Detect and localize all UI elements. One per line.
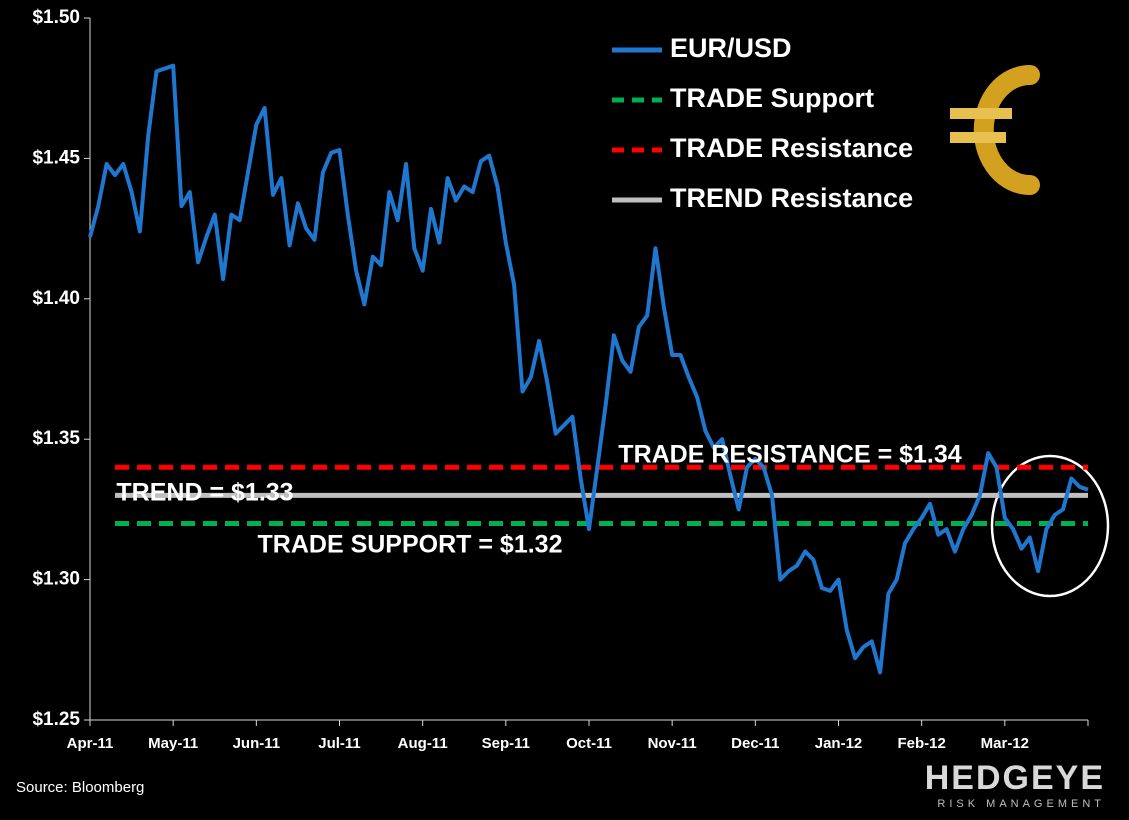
annotation: TRADE RESISTANCE = $1.34 — [618, 441, 961, 469]
y-tick-label: $1.35 — [32, 428, 80, 449]
euro-bar — [950, 108, 1012, 119]
x-tick-label: Jul-11 — [318, 735, 361, 752]
euro-icon — [950, 65, 1040, 195]
x-tick-label: Sep-11 — [482, 735, 530, 752]
x-tick-label: Feb-12 — [897, 735, 945, 752]
highlight-ellipse — [990, 454, 1110, 598]
euro-arc — [973, 65, 1040, 195]
euro-bar — [950, 132, 1006, 143]
y-tick-label: $1.30 — [32, 569, 80, 590]
x-tick-label: Nov-11 — [648, 735, 697, 752]
x-tick-label: Oct-11 — [566, 735, 612, 752]
x-tick-label: Jun-11 — [233, 735, 281, 752]
legend-label: TRADE Support — [670, 83, 874, 113]
source: Source: Bloomberg — [16, 779, 144, 796]
legend-label: TRADE Resistance — [670, 133, 913, 163]
y-tick-label: $1.50 — [32, 7, 80, 28]
annotation: TREND = $1.33 — [116, 479, 293, 507]
logo: HEDGEYE — [925, 759, 1105, 797]
x-tick-label: May-11 — [148, 735, 198, 752]
series-line — [88, 63, 1089, 675]
x-tick-label: Jan-12 — [815, 735, 863, 752]
legend-label: EUR/USD — [670, 33, 792, 63]
annotation: TRADE SUPPORT = $1.32 — [258, 531, 563, 559]
y-tick-label: $1.40 — [32, 288, 80, 309]
logo-tagline: RISK MANAGEMENT — [937, 798, 1105, 810]
legend-label: TREND Resistance — [670, 183, 913, 213]
x-tick-label: Apr-11 — [67, 735, 114, 752]
x-tick-label: Mar-12 — [981, 735, 1029, 752]
x-tick-label: Aug-11 — [398, 735, 448, 752]
y-tick-label: $1.45 — [32, 147, 80, 168]
x-tick-label: Dec-11 — [731, 735, 779, 752]
y-tick-label: $1.25 — [32, 709, 80, 730]
